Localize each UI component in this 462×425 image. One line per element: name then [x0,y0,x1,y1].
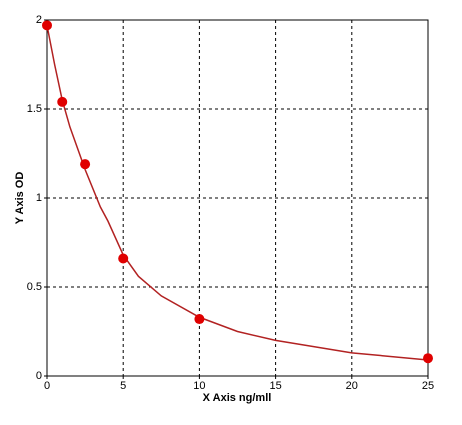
y-tick-label: 0.5 [27,281,42,293]
x-tick-label: 20 [346,380,358,392]
data-point [194,314,205,325]
plot-frame [46,19,429,377]
y-axis-title: Y Axis OD [14,172,26,225]
data-point [42,20,52,31]
y-tick-label: 1 [36,192,42,204]
data-point [118,253,129,264]
data-point [80,159,91,170]
x-tick-label: 0 [44,380,50,392]
x-tick-label: 25 [422,380,434,392]
x-axis-title: X Axis ng/mll [203,392,272,404]
data-point [423,353,433,364]
y-tick-label: 1.5 [27,103,42,115]
data-point [57,96,68,107]
x-tick-label: 15 [269,380,281,392]
y-tick-label: 2 [36,14,42,26]
x-tick-label: 10 [193,380,205,392]
fit-curve [46,25,429,361]
y-tick-label: 0 [36,370,42,382]
x-tick-label: 5 [120,380,126,392]
